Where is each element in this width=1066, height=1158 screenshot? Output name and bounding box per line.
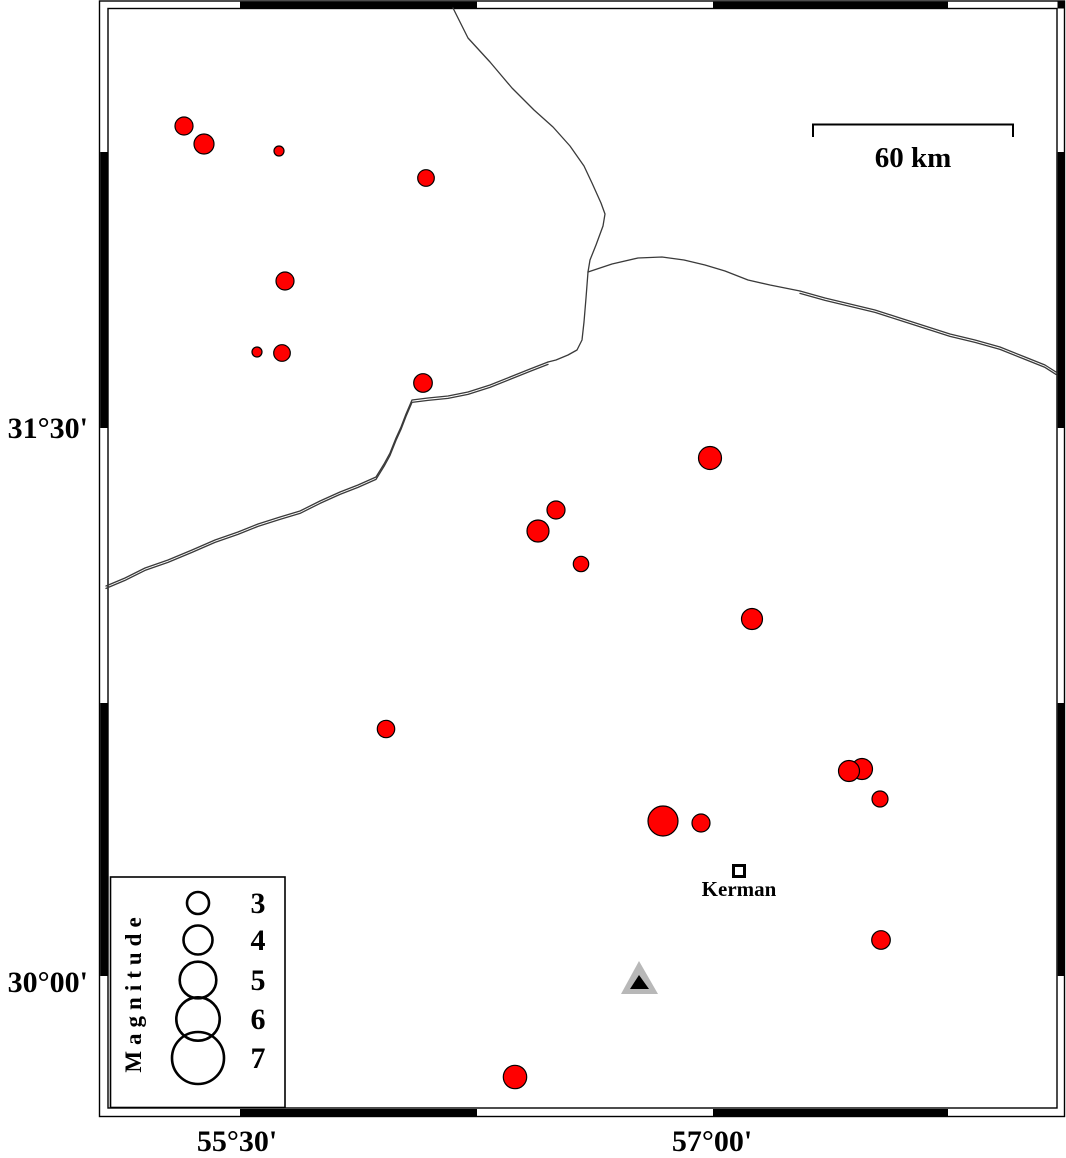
scale-bar: 60 km (812, 123, 1014, 174)
map-frame (98, 0, 1066, 1118)
earthquake-marker (174, 116, 194, 136)
river-east-branch-lower-parallel (799, 292, 1057, 376)
legend-box (109, 876, 286, 1109)
frame-stripe-bottom (240, 1109, 477, 1116)
legend-label-mag-3: 3 (251, 887, 266, 920)
earthquake-marker (273, 344, 291, 362)
axis-annotations: 31°30' 30°00' 55°30' 57°00' (8, 412, 753, 1158)
legend-title: Magnitude (121, 911, 146, 1072)
city-label: Kerman (702, 877, 777, 901)
frame-inner-rect (107, 7, 1058, 1109)
city-square-icon (732, 864, 746, 878)
earthquake-marker (502, 1064, 528, 1090)
earthquake-layer (174, 116, 891, 1090)
legend-circle-mag-3 (185, 890, 211, 916)
earthquake-marker (837, 759, 861, 783)
seismic-station-triangle-icon (621, 961, 658, 994)
legend-entries: 3 4 5 6 7 (170, 887, 266, 1086)
river-lines (105, 7, 1057, 590)
earthquake-marker (697, 445, 723, 471)
river-east-branch-lower (799, 290, 1057, 373)
magnitude-legend: Magnitude 3 4 5 6 7 (109, 876, 286, 1109)
station-core-triangle (630, 975, 649, 989)
frame-stripe-top (240, 1, 477, 9)
legend-label-mag-4: 4 (251, 924, 266, 957)
lat-tick-label-30-00: 30°00' (8, 966, 88, 999)
river-east-branch-upper (587, 256, 801, 292)
earthquake-marker (273, 145, 285, 157)
earthquake-marker (376, 719, 396, 739)
earthquake-marker (193, 133, 215, 155)
earthquake-marker (526, 519, 550, 543)
river-south-branch-upper (547, 271, 589, 363)
legend-circle-mag-7 (170, 1030, 226, 1086)
earthquake-marker (647, 805, 679, 837)
frame-stripe-right (1057, 152, 1065, 428)
earthquake-marker (871, 790, 889, 808)
frame-stripe-top (713, 1, 948, 9)
frame-stripe-left (100, 152, 108, 428)
earthquake-marker (417, 169, 435, 187)
legend-label-mag-5: 5 (251, 964, 266, 997)
lon-tick-label-57-00: 57°00' (672, 1125, 752, 1158)
river-south-branch-lower (105, 361, 549, 587)
legend-label-mag-6: 6 (251, 1003, 266, 1036)
frame-stripe-right (1057, 703, 1065, 976)
earthquake-marker (546, 500, 566, 520)
legend-label-mag-7: 7 (251, 1042, 266, 1075)
city-marker-kerman: Kerman (702, 864, 777, 901)
earthquake-marker (275, 271, 295, 291)
frame-corner-block (1057, 1, 1065, 9)
river-south-branch-lower-parallel (105, 363, 549, 590)
earthquake-marker (572, 555, 590, 573)
earthquake-marker (413, 373, 433, 393)
lon-tick-label-55-30: 55°30' (197, 1125, 277, 1158)
frame-stripes (100, 1, 1065, 1116)
scale-bar-label: 60 km (875, 142, 952, 174)
earthquake-marker (740, 607, 764, 631)
frame-stripe-bottom (713, 1109, 948, 1116)
legend-circle-mag-6 (175, 995, 222, 1042)
scale-bar-bracket (812, 123, 1014, 137)
legend-circle-mag-4 (182, 924, 214, 956)
frame-stripe-left (100, 703, 108, 976)
earthquake-marker (691, 813, 711, 833)
frame-outer-rect (98, 0, 1066, 1118)
river-north-branch (452, 7, 606, 273)
lat-tick-label-31-30: 31°30' (8, 412, 88, 445)
earthquake-marker (871, 930, 891, 950)
earthquake-marker (251, 346, 263, 358)
